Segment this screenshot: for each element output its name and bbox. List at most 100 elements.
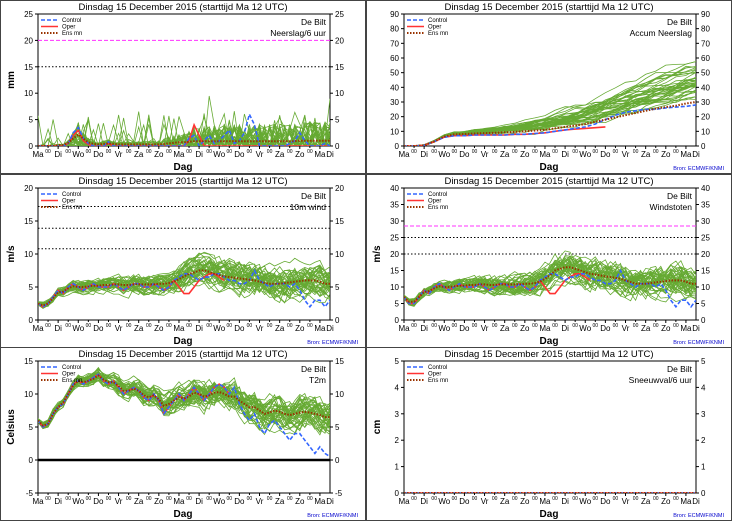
ensemble-member-line <box>404 260 696 303</box>
hour-label: 00 <box>307 149 313 155</box>
chart-title: Dinsdag 15 December 2015 (starttijd Ma 1… <box>444 2 653 13</box>
day-label: Ma <box>32 150 44 159</box>
ytick-label-right: 30 <box>701 98 710 107</box>
day-label: Do <box>93 150 104 159</box>
variable-label: Sneeuwval/6 uur <box>629 375 692 385</box>
variable-label: 10m wind <box>290 202 327 212</box>
ytick-label-right: 2 <box>701 436 706 445</box>
ytick-label-left: 0 <box>395 142 400 151</box>
station-label: De Bilt <box>667 364 693 374</box>
ytick-label-right: 20 <box>701 250 710 259</box>
day-label: Do <box>459 324 470 333</box>
day-label: Wo <box>213 150 225 159</box>
day-label: Ma <box>680 324 692 333</box>
ytick-label-left: 20 <box>24 36 33 45</box>
legend-label: Oper <box>62 372 75 378</box>
legend-label: Ens mn <box>62 205 82 211</box>
ytick-label-left: 20 <box>390 113 399 122</box>
hour-label: 00 <box>247 149 253 155</box>
day-label: Di <box>692 497 700 506</box>
ytick-label-left: 0 <box>395 316 400 325</box>
hour-label: 00 <box>186 323 192 329</box>
ytick-label-right: 40 <box>701 184 710 193</box>
legend-label: Oper <box>62 25 75 31</box>
chart-title: Dinsdag 15 December 2015 (starttijd Ma 1… <box>78 349 287 360</box>
day-label: Zo <box>520 150 530 159</box>
ytick-label-left: 10 <box>24 250 33 259</box>
ytick-label-right: 10 <box>701 127 710 136</box>
day-label: Do <box>600 150 611 159</box>
day-label: Ma <box>173 497 185 506</box>
day-label: Vr <box>256 324 264 333</box>
ytick-label-right: 25 <box>701 234 710 243</box>
day-label: Wo <box>72 150 84 159</box>
ytick-label-left: -5 <box>26 489 34 498</box>
ytick-label-right: 0 <box>701 142 706 151</box>
ytick-label-left: 10 <box>390 127 399 136</box>
day-label: Wo <box>213 324 225 333</box>
ytick-label-left: 25 <box>24 10 33 19</box>
legend-label: Oper <box>62 199 75 205</box>
variable-label: Accum Neerslag <box>630 28 693 38</box>
x-axis-label: Dag <box>174 162 193 173</box>
hour-label: 00 <box>166 323 172 329</box>
legend-label: Oper <box>428 199 441 205</box>
legend-label: Oper <box>428 372 441 378</box>
ytick-label-left: 10 <box>24 390 33 399</box>
day-label: Wo <box>579 497 591 506</box>
day-label: Do <box>93 497 104 506</box>
day-label: Za <box>641 150 651 159</box>
hour-label: 00 <box>146 149 152 155</box>
hour-label: 00 <box>472 323 478 329</box>
ensemble-member-line <box>38 371 330 430</box>
ytick-label-right: 15 <box>335 217 344 226</box>
source-label: Bron: ECMWF/KNMI <box>307 340 358 346</box>
hour-label: 00 <box>126 496 132 502</box>
hour-label: 00 <box>106 323 112 329</box>
ytick-label-left: 5 <box>29 283 34 292</box>
ytick-label-right: 15 <box>701 267 710 276</box>
series-line-ens-mn <box>38 269 330 307</box>
hour-label: 00 <box>673 496 679 502</box>
hour-label: 00 <box>227 496 233 502</box>
hour-label: 00 <box>206 496 212 502</box>
ensemble-member-line <box>404 250 696 304</box>
ytick-label-right: 10 <box>335 250 344 259</box>
day-label: Di <box>195 324 203 333</box>
day-label: Wo <box>72 324 84 333</box>
day-label: Ma <box>32 497 44 506</box>
day-label: Vr <box>256 497 264 506</box>
ytick-label-left: 15 <box>390 267 399 276</box>
ytick-label-left: 15 <box>24 357 33 366</box>
hour-label: 00 <box>411 149 417 155</box>
ytick-label-right: 40 <box>701 83 710 92</box>
hour-label: 00 <box>126 323 132 329</box>
legend-label: Control <box>62 192 81 198</box>
legend-label: Control <box>428 365 447 371</box>
day-label: Za <box>134 324 144 333</box>
day-label: Vr <box>256 150 264 159</box>
ytick-label-right: 0 <box>701 489 706 498</box>
legend-label: Control <box>428 18 447 24</box>
day-label: Do <box>600 324 611 333</box>
day-label: Za <box>500 324 510 333</box>
chart-10m-wind: Dinsdag 15 December 2015 (starttijd Ma 1… <box>0 174 366 348</box>
day-label: Vr <box>481 497 489 506</box>
day-label: Ma <box>173 150 185 159</box>
hour-label: 00 <box>552 323 558 329</box>
hour-label: 00 <box>106 149 112 155</box>
hour-label: 00 <box>65 323 71 329</box>
hour-label: 00 <box>411 323 417 329</box>
ytick-label-right: 0 <box>335 316 340 325</box>
day-label: Ma <box>32 324 44 333</box>
day-label: Do <box>234 497 245 506</box>
hour-label: 00 <box>411 496 417 502</box>
day-label: Di <box>54 150 62 159</box>
ensemble-member-line <box>38 267 330 307</box>
hour-label: 00 <box>86 323 92 329</box>
ytick-label-right: 4 <box>701 383 706 392</box>
day-label: Di <box>326 150 334 159</box>
hour-label: 00 <box>206 149 212 155</box>
ensemble-member-line <box>404 260 696 301</box>
chart-windstoten: Dinsdag 15 December 2015 (starttijd Ma 1… <box>366 174 732 348</box>
